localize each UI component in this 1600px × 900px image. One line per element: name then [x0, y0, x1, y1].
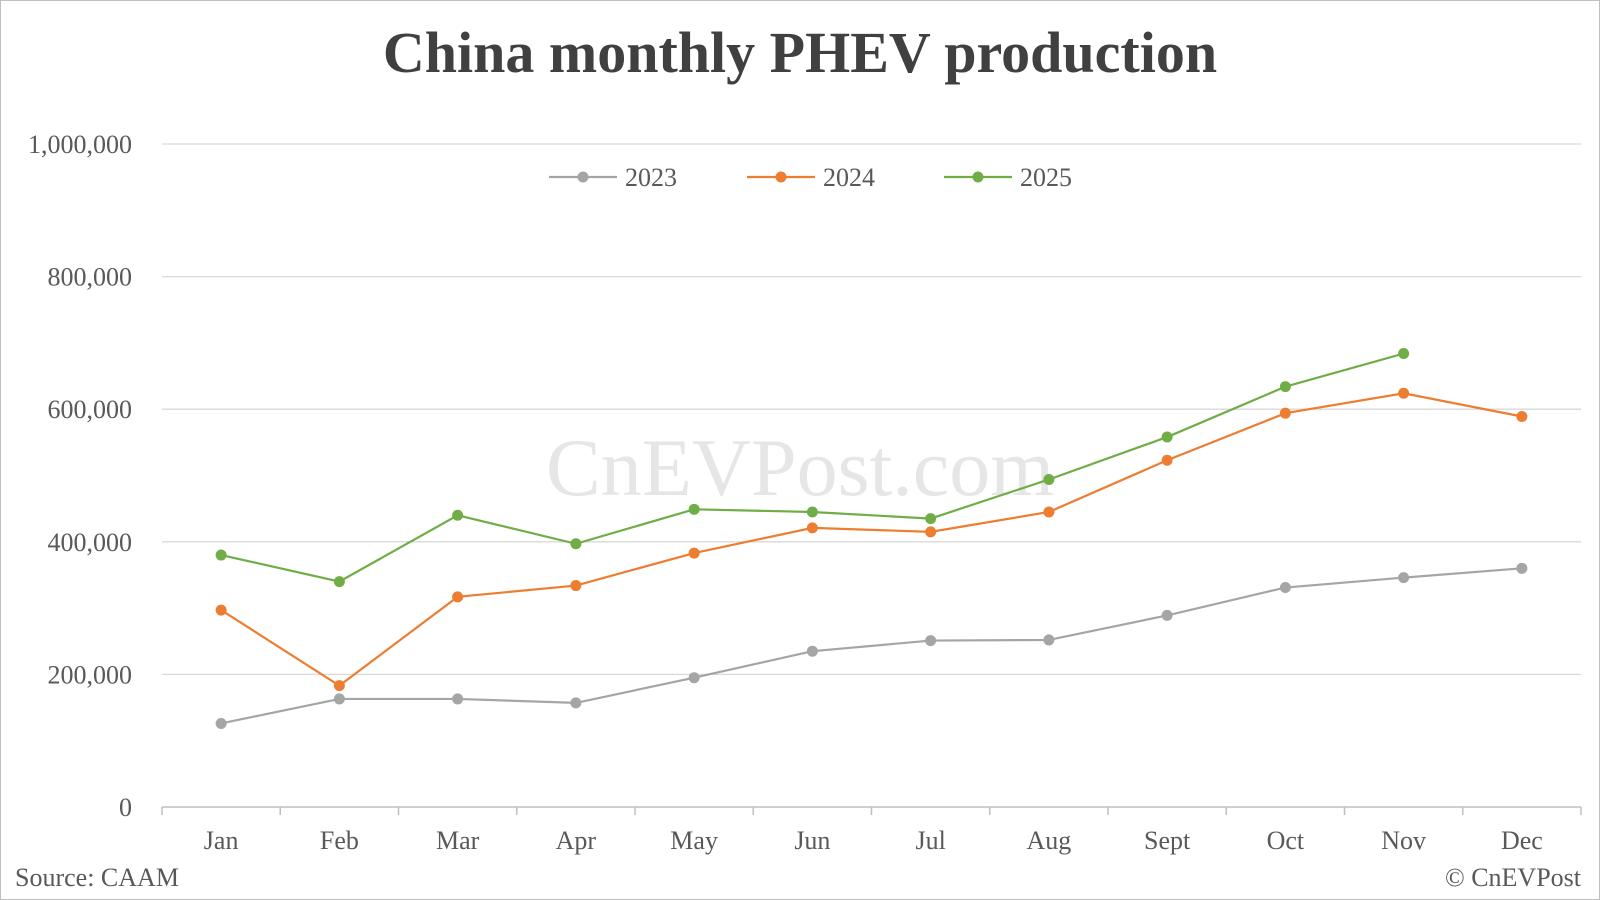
- source-note: Source: CAAM: [15, 863, 179, 892]
- data-point-2024: [688, 547, 700, 559]
- data-point-2025: [1043, 473, 1055, 485]
- y-tick-label: 0: [119, 793, 132, 822]
- watermark: CnEVPost.com: [546, 422, 1054, 513]
- legend-label: 2023: [625, 163, 677, 192]
- x-tick-label: Aug: [1026, 826, 1071, 855]
- x-tick-label: May: [670, 826, 718, 855]
- data-point-2025: [452, 509, 464, 521]
- data-point-2024: [215, 604, 227, 616]
- data-point-2024: [1279, 407, 1291, 419]
- x-tick-label: Apr: [556, 826, 597, 855]
- data-point-2024: [333, 680, 345, 692]
- data-point-2024: [570, 580, 582, 592]
- data-point-2025: [1279, 381, 1291, 393]
- data-point-2024: [452, 591, 464, 603]
- data-point-2023: [215, 717, 227, 729]
- legend-marker-2023: [577, 171, 589, 183]
- data-point-2023: [806, 645, 818, 657]
- legend-marker-2025: [972, 171, 984, 183]
- data-point-2023: [1279, 582, 1291, 594]
- x-tick-label: Mar: [436, 826, 480, 855]
- x-tick-label: Feb: [320, 826, 359, 855]
- data-point-2024: [925, 526, 937, 538]
- y-tick-label: 800,000: [48, 263, 133, 292]
- data-point-2023: [333, 693, 345, 705]
- data-point-2025: [925, 513, 937, 525]
- copyright-note: © CnEVPost: [1444, 863, 1581, 892]
- y-tick-label: 1,000,000: [28, 130, 132, 159]
- x-tick-label: Jul: [915, 826, 945, 855]
- x-tick-label: Nov: [1381, 826, 1426, 855]
- legend-marker-2024: [775, 171, 787, 183]
- data-point-2025: [806, 506, 818, 518]
- x-tick-label: Jun: [794, 826, 830, 855]
- data-point-2023: [1043, 634, 1055, 646]
- chart-title: China monthly PHEV production: [382, 20, 1218, 85]
- x-tick-label: Oct: [1267, 826, 1305, 855]
- series-line-2023: [220, 567, 1522, 725]
- x-tick-label: Dec: [1501, 826, 1543, 855]
- data-point-2025: [1398, 348, 1410, 360]
- data-point-2024: [806, 522, 818, 534]
- data-point-2024: [1516, 410, 1528, 422]
- series-line-2024: [220, 392, 1523, 688]
- y-tick-label: 600,000: [48, 395, 133, 424]
- x-tick-label: Sept: [1144, 826, 1191, 855]
- data-point-2025: [215, 549, 227, 561]
- y-tick-label: 200,000: [48, 660, 133, 689]
- y-tick-label: 400,000: [48, 528, 133, 557]
- data-point-2024: [1161, 454, 1173, 466]
- data-point-2023: [452, 693, 464, 705]
- data-point-2023: [570, 697, 582, 709]
- data-point-2023: [1161, 609, 1173, 621]
- data-point-2025: [333, 576, 345, 588]
- data-point-2025: [1161, 431, 1173, 443]
- data-point-2025: [688, 503, 700, 515]
- data-point-2023: [688, 672, 700, 684]
- data-point-2024: [1398, 387, 1410, 399]
- series-line-2025: [220, 352, 1404, 583]
- data-point-2023: [1398, 572, 1410, 584]
- data-point-2023: [1516, 562, 1528, 574]
- legend-label: 2025: [1020, 163, 1072, 192]
- data-point-2023: [925, 635, 937, 647]
- data-point-2025: [570, 538, 582, 550]
- x-tick-label: Jan: [204, 826, 239, 855]
- data-point-2024: [1043, 506, 1055, 518]
- legend-label: 2024: [823, 163, 875, 192]
